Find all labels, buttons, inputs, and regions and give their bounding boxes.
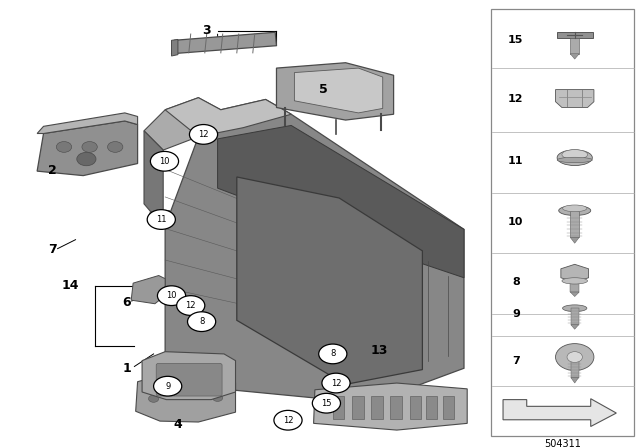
Text: 9: 9	[512, 309, 520, 319]
Bar	[333, 396, 344, 419]
Polygon shape	[503, 399, 616, 426]
Polygon shape	[37, 121, 138, 176]
Polygon shape	[571, 325, 579, 329]
Text: 4: 4	[173, 418, 182, 431]
Circle shape	[82, 142, 97, 152]
Text: 2: 2	[48, 164, 57, 177]
Bar	[571, 308, 579, 325]
Text: 5: 5	[319, 83, 328, 96]
Ellipse shape	[563, 205, 587, 212]
Circle shape	[188, 312, 216, 332]
Polygon shape	[556, 90, 594, 108]
Bar	[443, 396, 454, 419]
Text: 11: 11	[508, 156, 524, 166]
Text: 504311: 504311	[544, 439, 581, 448]
Text: 10: 10	[508, 217, 524, 227]
Bar	[352, 396, 364, 419]
Polygon shape	[37, 113, 138, 134]
Polygon shape	[314, 383, 467, 430]
Polygon shape	[165, 98, 291, 137]
Text: 8: 8	[330, 349, 335, 358]
Text: 12: 12	[198, 130, 209, 139]
Text: 15: 15	[508, 35, 524, 45]
Text: 10: 10	[159, 157, 170, 166]
Circle shape	[154, 376, 182, 396]
Bar	[570, 211, 579, 237]
Text: 15: 15	[321, 399, 332, 408]
Circle shape	[212, 394, 223, 401]
Text: 8: 8	[199, 317, 204, 326]
Text: 7: 7	[48, 243, 57, 257]
Bar	[426, 396, 437, 419]
Text: 1: 1	[122, 362, 131, 375]
Ellipse shape	[557, 150, 593, 165]
Text: 7: 7	[512, 356, 520, 366]
Polygon shape	[165, 99, 464, 398]
Polygon shape	[276, 63, 394, 120]
Text: 12: 12	[331, 379, 341, 388]
Text: 12: 12	[508, 95, 524, 104]
Text: 12: 12	[186, 301, 196, 310]
Polygon shape	[172, 32, 276, 54]
Polygon shape	[131, 276, 165, 304]
Bar	[571, 357, 579, 378]
Bar	[570, 280, 579, 292]
Ellipse shape	[563, 305, 587, 312]
Polygon shape	[571, 378, 579, 383]
Circle shape	[567, 352, 582, 362]
Polygon shape	[570, 292, 579, 297]
Circle shape	[56, 142, 72, 152]
Ellipse shape	[557, 157, 593, 163]
Bar	[410, 396, 421, 419]
Bar	[570, 38, 579, 54]
Circle shape	[147, 210, 175, 229]
Circle shape	[150, 151, 179, 171]
Circle shape	[108, 142, 123, 152]
Polygon shape	[561, 264, 589, 282]
Polygon shape	[144, 98, 221, 150]
Ellipse shape	[559, 206, 591, 215]
Circle shape	[77, 152, 96, 166]
Text: 10: 10	[166, 291, 177, 300]
Bar	[371, 396, 383, 419]
Polygon shape	[237, 177, 422, 384]
Text: 6: 6	[122, 296, 131, 309]
Circle shape	[148, 395, 159, 402]
Text: 11: 11	[156, 215, 166, 224]
Polygon shape	[570, 237, 579, 243]
Polygon shape	[147, 211, 172, 226]
Text: 3: 3	[202, 24, 211, 37]
FancyBboxPatch shape	[491, 9, 634, 436]
Text: 13: 13	[370, 344, 388, 357]
Text: 9: 9	[165, 382, 170, 391]
Text: 14: 14	[61, 279, 79, 293]
Circle shape	[319, 344, 347, 364]
Polygon shape	[142, 352, 236, 400]
FancyBboxPatch shape	[156, 363, 222, 396]
Text: 8: 8	[512, 277, 520, 287]
Polygon shape	[294, 68, 383, 113]
Circle shape	[322, 373, 350, 393]
Circle shape	[312, 393, 340, 413]
Circle shape	[556, 344, 594, 370]
Ellipse shape	[562, 278, 588, 284]
Polygon shape	[570, 54, 579, 59]
Circle shape	[177, 296, 205, 315]
Polygon shape	[218, 125, 464, 278]
Circle shape	[274, 410, 302, 430]
Polygon shape	[172, 39, 178, 56]
Text: 12: 12	[283, 416, 293, 425]
Circle shape	[157, 286, 186, 306]
Polygon shape	[136, 371, 236, 422]
Polygon shape	[557, 32, 593, 38]
Polygon shape	[144, 131, 163, 226]
Circle shape	[180, 388, 191, 396]
Ellipse shape	[562, 150, 588, 159]
Circle shape	[189, 125, 218, 144]
Bar	[390, 396, 402, 419]
